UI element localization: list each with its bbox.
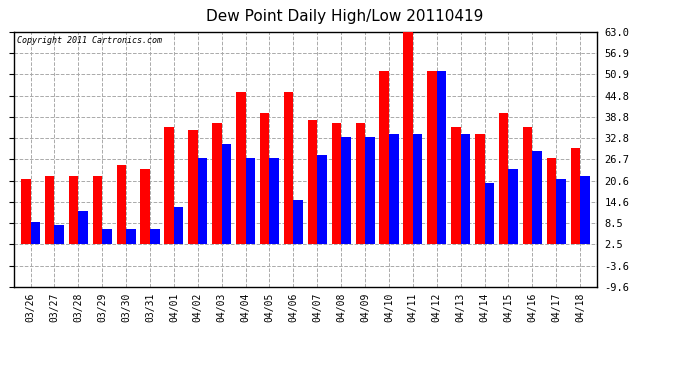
Bar — [461, 134, 470, 244]
Bar — [141, 169, 150, 244]
Bar — [284, 92, 293, 244]
Bar — [55, 225, 64, 245]
Bar — [126, 229, 136, 244]
Bar — [475, 134, 484, 244]
Bar — [102, 229, 112, 244]
Bar — [21, 179, 30, 244]
Bar — [92, 176, 102, 244]
Bar — [380, 70, 389, 244]
Bar — [427, 70, 437, 244]
Bar — [580, 176, 590, 244]
Bar — [571, 148, 580, 244]
Bar — [499, 112, 509, 244]
Bar — [365, 137, 375, 244]
Bar — [212, 123, 221, 244]
Bar — [188, 130, 198, 244]
Bar — [293, 201, 303, 244]
Bar — [150, 229, 159, 244]
Bar — [403, 28, 413, 245]
Text: Copyright 2011 Cartronics.com: Copyright 2011 Cartronics.com — [17, 36, 161, 45]
Bar — [332, 123, 341, 244]
Bar — [509, 169, 518, 244]
Bar — [308, 120, 317, 244]
Bar — [355, 123, 365, 244]
Bar — [117, 165, 126, 244]
Bar — [317, 155, 327, 244]
Bar — [69, 176, 79, 244]
Bar — [45, 176, 55, 244]
Bar — [164, 127, 174, 244]
Bar — [30, 222, 40, 245]
Bar — [451, 127, 461, 244]
Bar — [221, 144, 231, 244]
Bar — [270, 158, 279, 244]
Bar — [341, 137, 351, 244]
Bar — [523, 127, 532, 244]
Text: Dew Point Daily High/Low 20110419: Dew Point Daily High/Low 20110419 — [206, 9, 484, 24]
Bar — [174, 207, 184, 245]
Bar — [198, 158, 208, 244]
Bar — [484, 183, 494, 244]
Bar — [437, 70, 446, 244]
Bar — [389, 134, 399, 244]
Bar — [546, 158, 556, 244]
Bar — [236, 92, 246, 244]
Bar — [556, 179, 566, 244]
Bar — [79, 211, 88, 244]
Bar — [532, 151, 542, 244]
Bar — [413, 134, 422, 244]
Bar — [246, 158, 255, 244]
Bar — [260, 112, 270, 244]
